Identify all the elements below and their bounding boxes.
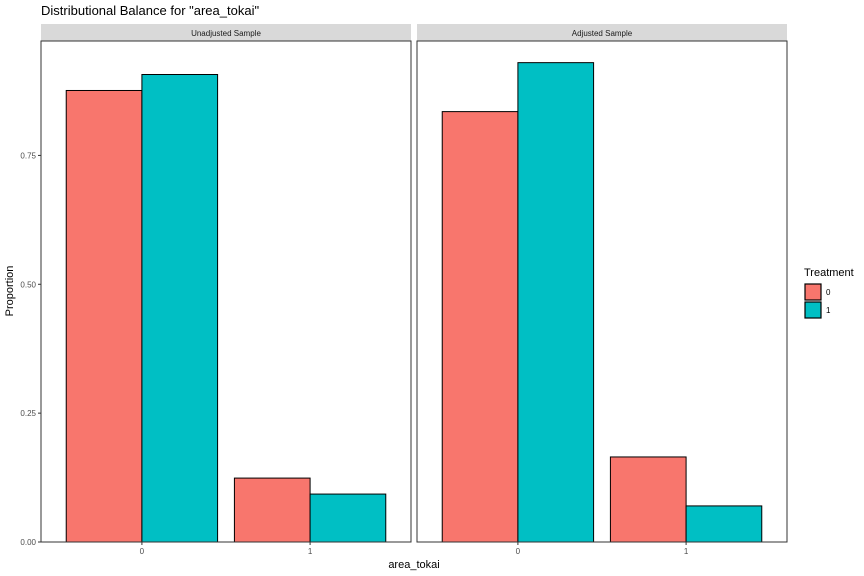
x-axis-title: area_tokai bbox=[388, 559, 439, 571]
facet-panel-2: Adjusted Sample 0 1 bbox=[416, 24, 788, 556]
bar-adjusted-sample-cat1-t1 bbox=[685, 505, 763, 543]
y-axis-title: Proportion bbox=[4, 266, 16, 317]
facet-panel-1: Unadjusted Sample 0 1 bbox=[40, 24, 412, 556]
x-tick-label: 0 bbox=[140, 547, 145, 556]
bar-adjusted-sample-cat0-t1 bbox=[517, 62, 595, 543]
bar-unadjusted-sample-cat0-t1 bbox=[141, 74, 219, 543]
legend-label-0: 0 bbox=[826, 288, 831, 297]
chart-title: Distributional Balance for "area_tokai" bbox=[41, 3, 259, 18]
legend-label-1: 1 bbox=[826, 306, 831, 315]
y-tick-label: 0.00 bbox=[20, 538, 36, 547]
facet-strip-label: Unadjusted Sample bbox=[191, 29, 261, 38]
y-tick-label: 0.50 bbox=[20, 280, 36, 289]
bar-adjusted-sample-cat0-t0 bbox=[441, 111, 519, 543]
facet-strip-label: Adjusted Sample bbox=[572, 29, 633, 38]
bar-unadjusted-sample-cat0-t0 bbox=[65, 89, 143, 543]
panel-border bbox=[416, 40, 788, 543]
x-tick-label: 1 bbox=[684, 547, 689, 556]
legend-key-0 bbox=[804, 283, 822, 301]
facet-panels: Unadjusted Sample 0 1 Adjusted Sample 0 1 bbox=[40, 24, 788, 556]
legend-title: Treatment bbox=[804, 267, 854, 279]
y-tick-label: 0.75 bbox=[20, 151, 36, 160]
facet-strip bbox=[41, 24, 411, 41]
x-tick-label: 0 bbox=[516, 547, 521, 556]
bar-unadjusted-sample-cat1-t1 bbox=[309, 493, 387, 543]
legend-key-1 bbox=[804, 301, 822, 319]
panel-border bbox=[40, 40, 412, 543]
bar-unadjusted-sample-cat1-t0 bbox=[233, 477, 311, 543]
legend: Treatment 0 1 bbox=[804, 267, 854, 319]
y-axis: 0.00 0.25 0.50 0.75 bbox=[20, 151, 41, 547]
bar-adjusted-sample-cat1-t0 bbox=[609, 456, 687, 543]
y-tick-label: 0.25 bbox=[20, 409, 36, 418]
x-tick-label: 1 bbox=[308, 547, 313, 556]
facet-strip bbox=[417, 24, 787, 41]
